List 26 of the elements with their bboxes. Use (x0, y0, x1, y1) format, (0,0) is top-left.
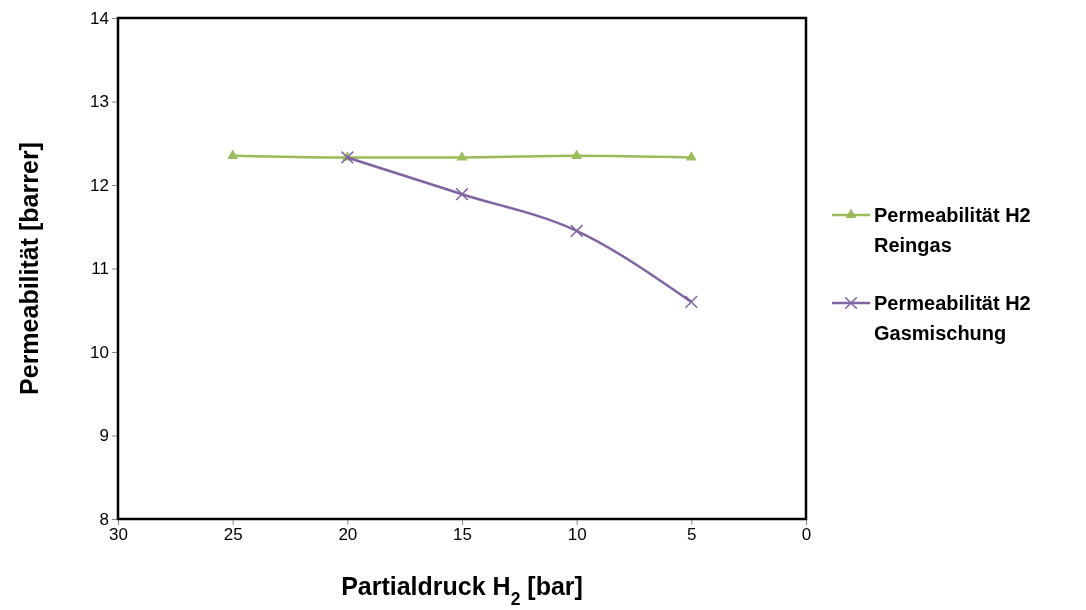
y-tick-label: 11 (91, 259, 109, 279)
x-tick-label: 25 (223, 525, 243, 545)
y-tick-label: 13 (90, 92, 109, 112)
legend-label: Permeabilität H2 Gasmischung (874, 292, 1031, 344)
x-tick-label: 20 (338, 525, 358, 545)
point (570, 224, 584, 238)
point (455, 187, 469, 201)
point (571, 149, 583, 159)
x-tick-label: 30 (109, 525, 128, 545)
y-tick-label: 14 (90, 8, 109, 28)
point (685, 151, 697, 161)
y-tick-label: 9 (99, 426, 109, 446)
x-tick-label: 0 (801, 525, 812, 545)
y-axis-title: Permeabilität [barrer] (15, 142, 43, 395)
y-tick-label: 10 (90, 342, 109, 362)
point (684, 295, 698, 309)
x-tick-label: 15 (453, 525, 472, 545)
y-tick-label: 12 (90, 175, 109, 195)
point (456, 151, 468, 161)
x-axis-title: Partialdruck H$_{2}$ [bar] (341, 572, 583, 609)
point (340, 150, 354, 165)
legend-label: Permeabilität H2 Reingas (874, 204, 1031, 256)
point (227, 149, 239, 159)
x-tick-label: 5 (687, 525, 697, 545)
x-tick-label: 10 (567, 525, 587, 545)
y-tick-label: 8 (99, 509, 109, 529)
